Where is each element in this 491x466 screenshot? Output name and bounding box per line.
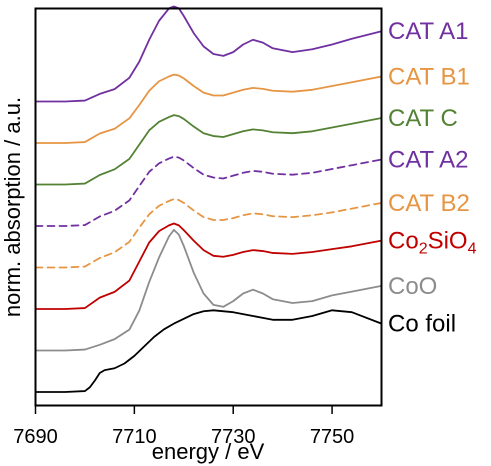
- series-label-cat-b2: CAT B2: [388, 190, 470, 217]
- plot-frame: [34, 7, 383, 407]
- series-label-coo: CoO: [388, 273, 437, 300]
- series-label-cat-c: CAT C: [388, 105, 458, 132]
- series-line-cat-b1: [34, 73, 383, 144]
- y-axis-label: norm. absorption / a.u.: [0, 97, 25, 317]
- series-label-cat-a2: CAT A2: [388, 147, 468, 174]
- series-label-co2sio4: Co2SiO4: [388, 228, 477, 258]
- series-label-co-foil: Co foil: [388, 311, 456, 338]
- series-line-coo: [34, 228, 383, 352]
- x-tick-label: 7710: [112, 426, 157, 448]
- series-line-co2sio4: [34, 222, 383, 310]
- x-tick-label: 7750: [310, 426, 355, 448]
- series-line-cat-b2: [34, 198, 383, 269]
- series-label-cat-b1: CAT B1: [388, 64, 470, 91]
- series-labels: CAT A1 CAT B1 CAT C CAT A2 CAT B2 Co2SiO4 CoO C…: [388, 18, 477, 337]
- series-line-cat-a2: [34, 155, 383, 227]
- x-axis-label: energy / eV: [152, 439, 265, 464]
- series-layer: [34, 5, 383, 393]
- series-line-cat-a1: [34, 5, 383, 103]
- series-label-cat-a1: CAT A1: [388, 18, 468, 45]
- x-tick-label: 7730: [211, 426, 256, 448]
- x-axis-ticks: 7690 7710 7730 7750: [13, 405, 355, 448]
- x-tick-label: 7690: [13, 426, 58, 448]
- series-line-cat-c: [34, 114, 383, 186]
- series-line-co-foil: [34, 309, 383, 393]
